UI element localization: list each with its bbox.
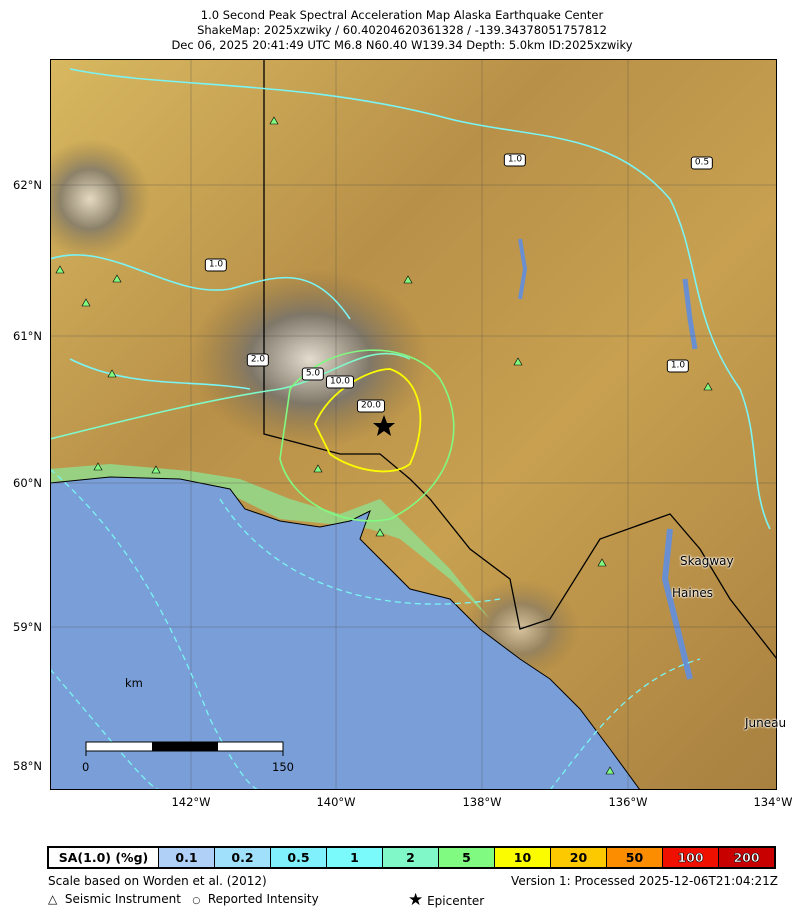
lat-label: 59°N bbox=[13, 620, 42, 634]
version-info: Version 1: Processed 2025-12-06T21:04:21… bbox=[511, 874, 778, 888]
city-haines: Haines bbox=[672, 586, 713, 600]
scale-bar bbox=[85, 741, 284, 756]
scale-note: Scale based on Worden et al. (2012) bbox=[48, 874, 267, 888]
scale-end: 150 bbox=[272, 760, 294, 774]
epicenter-star bbox=[373, 415, 395, 436]
mountains bbox=[190, 269, 430, 449]
legend-bin: 200 bbox=[718, 848, 774, 867]
lat-label: 60°N bbox=[13, 476, 42, 490]
legend-bin: 5 bbox=[438, 848, 494, 867]
lon-label: 140°W bbox=[316, 795, 356, 809]
contours-1 bbox=[50, 68, 771, 530]
title-line-2: ShakeMap: 2025xzwiky / 60.40204620361328… bbox=[197, 23, 607, 37]
legend-bin: 100 bbox=[662, 848, 718, 867]
contour-5 bbox=[279, 349, 455, 522]
triangle-icon: △ bbox=[48, 892, 58, 906]
shakemap bbox=[50, 59, 777, 790]
map-title: 1.0 Second Peak Spectral Acceleration Ma… bbox=[0, 8, 804, 53]
legend-bin: 20 bbox=[550, 848, 606, 867]
legend-bin: 0.5 bbox=[270, 848, 326, 867]
contour-label: 1.0 bbox=[666, 359, 690, 373]
legend-label: SA(1.0) (%g) bbox=[49, 848, 158, 867]
lat-label: 61°N bbox=[13, 329, 42, 343]
lat-label: 58°N bbox=[13, 759, 42, 773]
lake bbox=[518, 238, 528, 300]
legend-bin: 50 bbox=[606, 848, 662, 867]
city-skagway: Skagway bbox=[680, 554, 734, 568]
ocean bbox=[50, 476, 641, 790]
legend-bin: 1 bbox=[326, 848, 382, 867]
city-juneau: Juneau bbox=[745, 716, 787, 730]
contour-label: 5.0 bbox=[301, 367, 325, 381]
scale-start: 0 bbox=[82, 760, 90, 774]
seismic-stations bbox=[55, 116, 713, 775]
legend-bin: 10 bbox=[494, 848, 550, 867]
coastal-lowland bbox=[50, 464, 490, 619]
contour-label: 10.0 bbox=[325, 375, 355, 389]
contour-label: 2.0 bbox=[246, 353, 270, 367]
legend-bin: 2 bbox=[382, 848, 438, 867]
lon-label: 136°W bbox=[608, 795, 648, 809]
contour-label: 1.0 bbox=[204, 258, 228, 272]
legend-bin: 0.1 bbox=[158, 848, 214, 867]
legend-instrument: △ Seismic Instrument ○ Reported Intensit… bbox=[48, 892, 319, 906]
lon-label: 134°W bbox=[753, 795, 793, 809]
contour-2 bbox=[50, 352, 411, 440]
title-line-1: 1.0 Second Peak Spectral Acceleration Ma… bbox=[200, 8, 604, 22]
border bbox=[263, 59, 777, 660]
lon-label: 138°W bbox=[462, 795, 502, 809]
title-line-3: Dec 06, 2025 20:41:49 UTC M6.8 N60.40 W1… bbox=[171, 38, 633, 52]
lon-label: 142°W bbox=[171, 795, 211, 809]
contour-label: 0.5 bbox=[690, 156, 714, 170]
legend-bin: 0.2 bbox=[214, 848, 270, 867]
lat-label: 62°N bbox=[13, 178, 42, 192]
legend-intensity: Reported Intensity bbox=[207, 892, 319, 906]
intensity-legend: SA(1.0) (%g) 0.1 0.2 0.5 1 2 5 10 20 50 100 200 bbox=[47, 846, 776, 869]
scale-unit: km bbox=[125, 676, 143, 690]
offshore-contours bbox=[50, 468, 701, 790]
contour-label: 1.0 bbox=[503, 153, 527, 167]
circle-icon: ○ bbox=[192, 896, 201, 906]
star-icon: ★ bbox=[408, 890, 424, 910]
contour-label: 20.0 bbox=[356, 399, 386, 413]
legend-epicenter: ★ Epicenter bbox=[408, 890, 485, 910]
